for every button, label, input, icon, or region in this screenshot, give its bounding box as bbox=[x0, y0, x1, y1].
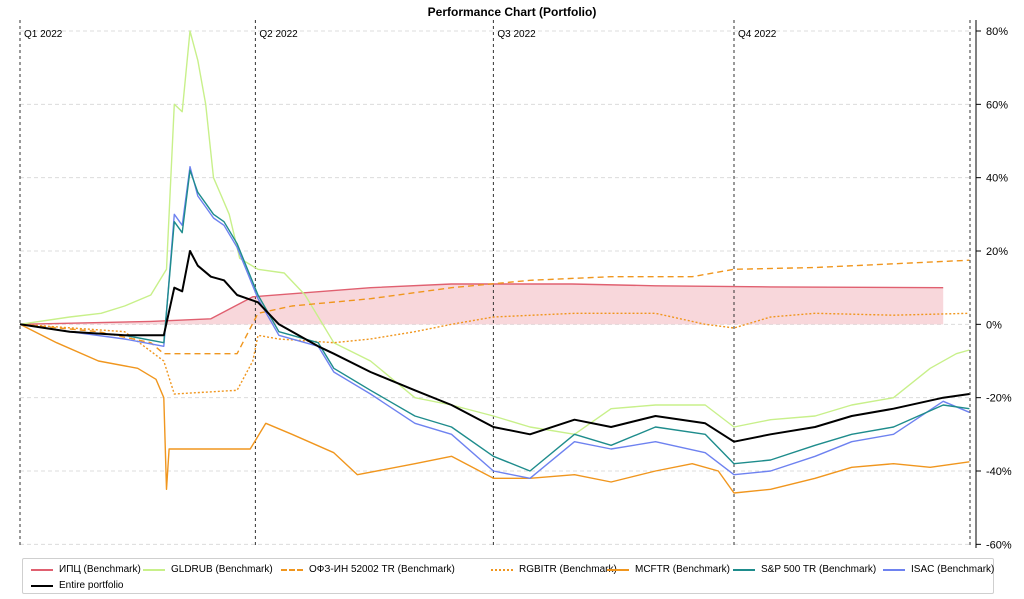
legend-label: ОФЗ-ИН 52002 TR (Benchmark) bbox=[309, 564, 455, 575]
y-tick-label: -40% bbox=[986, 466, 1012, 478]
y-tick-label: 60% bbox=[986, 99, 1008, 111]
chart-title: Performance Chart (Portfolio) bbox=[427, 5, 597, 19]
fill-layer bbox=[20, 284, 944, 325]
quarter-marker-label: Q3 2022 bbox=[497, 29, 536, 40]
legend-label: MCFTR (Benchmark) bbox=[635, 564, 731, 575]
legend-item: S&P 500 TR (Benchmark) bbox=[733, 564, 876, 575]
legend-swatch bbox=[491, 568, 513, 571]
series-line bbox=[19, 166, 970, 479]
series-line bbox=[19, 30, 970, 435]
legend-label: ИПЦ (Benchmark) bbox=[59, 564, 141, 575]
y-axis: 80% 60% 40% 20% 0% -20% -40% -60% bbox=[975, 20, 1012, 551]
legend-swatch bbox=[733, 568, 755, 571]
series-line bbox=[19, 312, 970, 395]
legend-item: ISAC (Benchmark) bbox=[883, 564, 994, 575]
legend-item: RGBITR (Benchmark) bbox=[491, 564, 617, 575]
legend-label: Entire portfolio bbox=[59, 580, 124, 591]
legend-label: RGBITR (Benchmark) bbox=[519, 564, 617, 575]
legend-item: MCFTR (Benchmark) bbox=[607, 564, 730, 575]
legend-swatch bbox=[31, 584, 53, 587]
legend-label: ISAC (Benchmark) bbox=[911, 564, 995, 575]
series-line bbox=[19, 169, 970, 472]
series-line bbox=[19, 283, 944, 325]
legend-swatch bbox=[143, 568, 165, 571]
series-line bbox=[19, 259, 970, 355]
quarter-marker-label: Q4 2022 bbox=[738, 29, 777, 40]
chart-legend: ИПЦ (Benchmark) GLDRUB (Benchmark) ОФЗ-ИН … bbox=[22, 558, 994, 594]
y-tick-label: -20% bbox=[986, 393, 1012, 405]
series-fill-area bbox=[20, 284, 944, 325]
legend-swatch bbox=[31, 568, 53, 571]
legend-item: ИПЦ (Benchmark) bbox=[31, 564, 141, 575]
legend-item: GLDRUB (Benchmark) bbox=[143, 564, 273, 575]
quarter-marker-label: Q2 2022 bbox=[259, 29, 298, 40]
y-tick-label: 80% bbox=[986, 26, 1008, 38]
y-tick-label: 0% bbox=[986, 319, 1002, 331]
quarter-layer: Q1 2022 Q2 2022 Q3 2022 Q4 2022 bbox=[19, 20, 971, 546]
legend-swatch bbox=[607, 568, 629, 571]
y-tick-label: 40% bbox=[986, 173, 1008, 185]
legend-label: S&P 500 TR (Benchmark) bbox=[761, 564, 877, 575]
legend-label: GLDRUB (Benchmark) bbox=[171, 564, 273, 575]
y-tick-label: -60% bbox=[986, 539, 1012, 551]
legend-swatch bbox=[281, 568, 303, 571]
legend-item: Entire portfolio bbox=[31, 580, 123, 591]
legend-swatch bbox=[883, 568, 905, 571]
quarter-marker-label: Q1 2022 bbox=[24, 29, 63, 40]
series-line bbox=[19, 250, 970, 443]
legend-item: ОФЗ-ИН 52002 TR (Benchmark) bbox=[281, 564, 455, 575]
y-tick-label: 20% bbox=[986, 246, 1008, 258]
series-line bbox=[19, 323, 970, 494]
series-layer bbox=[19, 30, 970, 494]
